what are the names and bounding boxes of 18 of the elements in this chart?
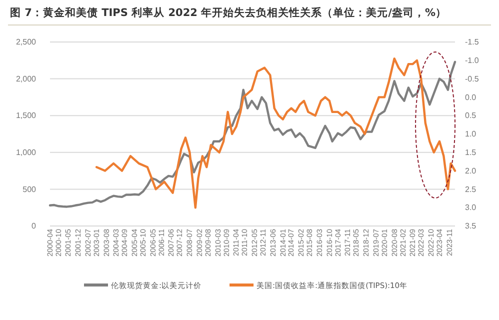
y-tick-label: 1,500 bbox=[16, 111, 37, 120]
y-tick-label: 1,000 bbox=[16, 148, 37, 157]
y2-tick-label: 2.5 bbox=[465, 184, 477, 194]
y-tick-label: 0 bbox=[32, 222, 37, 231]
y2-tick-label: -1.5 bbox=[465, 38, 480, 47]
y2-tick-label: 1.5 bbox=[465, 148, 477, 157]
y-tick-label: 500 bbox=[22, 184, 37, 194]
y2-tick-label: 2.0 bbox=[465, 166, 477, 176]
y2-tick-label: 0.0 bbox=[465, 92, 477, 102]
chart-title: 图 7：黄金和美债 TIPS 利率从 2022 年开始失去负相关性关系（单位：美元/盎司，%） bbox=[10, 6, 446, 19]
y2-tick-label: -1.0 bbox=[465, 56, 480, 65]
y-tick-label: 2,000 bbox=[16, 74, 37, 84]
y2-tick-label: 3.0 bbox=[465, 203, 477, 212]
y-tick-label: 2,500 bbox=[16, 38, 37, 47]
y2-tick-label: 3.5 bbox=[465, 222, 477, 231]
y2-tick-label: -0.5 bbox=[465, 74, 480, 84]
y2-tick-label: 0.5 bbox=[465, 111, 477, 120]
y2-tick-label: 1.0 bbox=[465, 130, 477, 139]
